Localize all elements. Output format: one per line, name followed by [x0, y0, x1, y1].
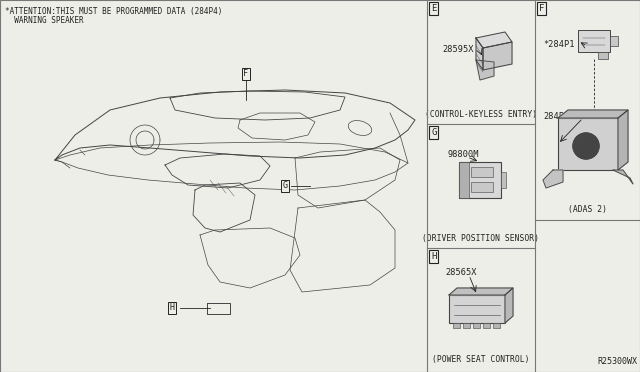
- Bar: [459, 162, 469, 198]
- Text: F: F: [539, 4, 545, 13]
- Bar: [473, 323, 480, 328]
- Bar: [483, 323, 490, 328]
- Text: 284P3: 284P3: [543, 112, 569, 121]
- Polygon shape: [558, 110, 628, 118]
- Bar: [463, 323, 470, 328]
- Text: *284P1: *284P1: [543, 40, 575, 49]
- Polygon shape: [543, 170, 563, 188]
- Polygon shape: [505, 288, 513, 323]
- Polygon shape: [483, 42, 512, 70]
- Text: (DRIVER POSITION SENSOR): (DRIVER POSITION SENSOR): [422, 234, 540, 243]
- Polygon shape: [476, 60, 494, 80]
- Text: (ADAS 2): (ADAS 2): [568, 205, 607, 214]
- Bar: [449, 295, 505, 323]
- Text: 98800M: 98800M: [447, 150, 479, 159]
- Text: F: F: [243, 70, 248, 78]
- Text: H: H: [170, 304, 175, 312]
- Polygon shape: [476, 32, 512, 48]
- Bar: [578, 30, 610, 52]
- Polygon shape: [449, 288, 513, 295]
- Text: E: E: [431, 4, 436, 13]
- Polygon shape: [613, 170, 633, 184]
- Text: R25300WX: R25300WX: [597, 357, 637, 366]
- Bar: [453, 323, 460, 328]
- Polygon shape: [476, 38, 483, 70]
- Text: H: H: [431, 252, 436, 261]
- Circle shape: [573, 133, 599, 159]
- Bar: [598, 52, 608, 59]
- Text: (POWER SEAT CONTROL): (POWER SEAT CONTROL): [432, 355, 530, 364]
- Text: 28595X: 28595X: [442, 45, 474, 54]
- Bar: [501, 172, 506, 188]
- Text: WARNING SPEAKER: WARNING SPEAKER: [5, 16, 84, 25]
- Bar: [471, 167, 493, 177]
- Bar: [493, 323, 500, 328]
- Bar: [558, 118, 618, 170]
- Text: G: G: [431, 128, 436, 137]
- Text: G: G: [282, 182, 287, 190]
- Bar: [471, 182, 493, 192]
- Polygon shape: [618, 110, 628, 170]
- Bar: [610, 36, 618, 46]
- Text: 28565X: 28565X: [445, 268, 477, 277]
- Text: (CONTROL-KEYLESS ENTRY): (CONTROL-KEYLESS ENTRY): [425, 110, 537, 119]
- Text: *ATTENTION:THIS MUST BE PROGRAMMED DATA (284P4): *ATTENTION:THIS MUST BE PROGRAMMED DATA …: [5, 7, 222, 16]
- Bar: [459, 162, 501, 198]
